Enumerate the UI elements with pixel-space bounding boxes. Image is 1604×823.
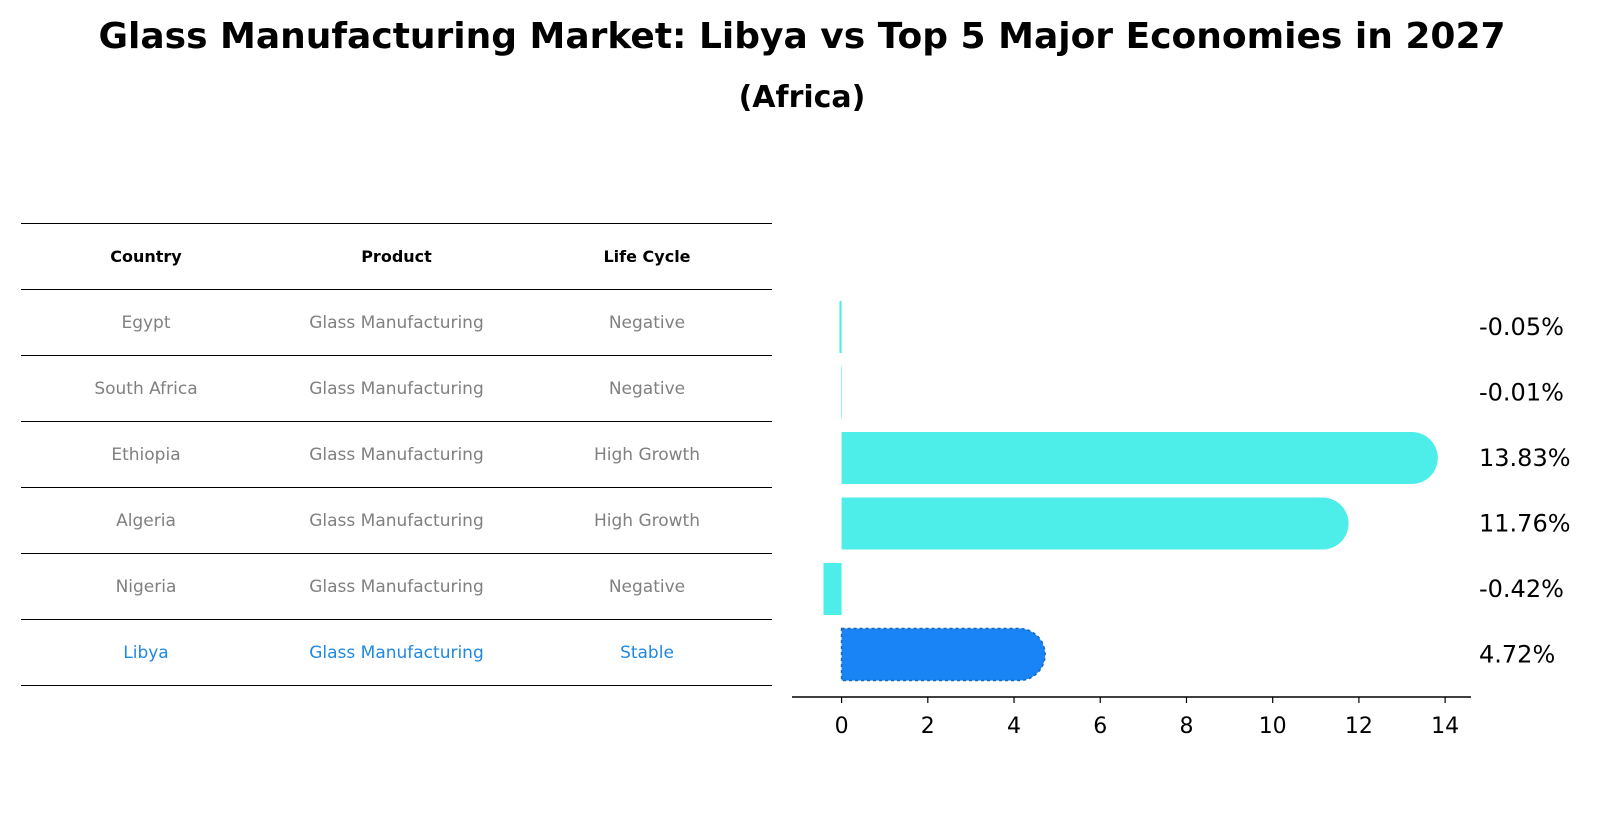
x-tick-label: 14 <box>1431 714 1459 739</box>
cell-life-cycle: Negative <box>522 553 772 620</box>
x-tick-label: 0 <box>835 714 849 739</box>
table-header-row: Country Product Life Cycle <box>21 223 772 290</box>
cell-country: South Africa <box>21 355 271 422</box>
table-row: Egypt Glass Manufacturing Negative <box>21 289 772 356</box>
cell-life-cycle: High Growth <box>522 421 772 488</box>
cell-product: Glass Manufacturing <box>271 421 522 488</box>
cell-country: Algeria <box>21 487 271 554</box>
chart-title: Glass Manufacturing Market: Libya vs Top… <box>98 16 1506 57</box>
bar-egypt <box>839 301 842 353</box>
cell-product: Glass Manufacturing <box>271 355 522 422</box>
x-tick-label: 8 <box>1179 714 1193 739</box>
table-row-highlight: Libya Glass Manufacturing Stable <box>21 619 772 686</box>
value-label-egypt: -0.05% <box>1479 313 1564 341</box>
cell-life-cycle: Negative <box>522 289 772 356</box>
cell-product: Glass Manufacturing <box>271 487 522 554</box>
bar-algeria <box>841 497 1349 550</box>
header-life-cycle: Life Cycle <box>522 223 772 290</box>
cell-life-cycle: Negative <box>522 355 772 422</box>
value-label-nigeria: -0.42% <box>1479 575 1564 603</box>
chart-subtitle: (Africa) <box>738 80 866 115</box>
bar-nigeria <box>823 563 842 615</box>
x-tick-label: 12 <box>1345 714 1373 739</box>
cell-country: Ethiopia <box>21 421 271 488</box>
table-row: South Africa Glass Manufacturing Negativ… <box>21 355 772 422</box>
value-label-algeria: 11.76% <box>1479 510 1571 538</box>
cell-life-cycle: High Growth <box>522 487 772 554</box>
cell-country: Nigeria <box>21 553 271 620</box>
cell-country: Egypt <box>21 289 271 356</box>
cell-country: Libya <box>21 619 271 686</box>
cell-life-cycle: Stable <box>522 619 772 686</box>
value-label-ethiopia: 13.83% <box>1479 444 1571 472</box>
value-label-libya: 4.72% <box>1479 641 1555 669</box>
x-tick-label: 2 <box>921 714 935 739</box>
data-table: Country Product Life Cycle Egypt Glass M… <box>21 223 772 686</box>
bar-ethiopia <box>841 432 1438 484</box>
bar-libya <box>840 627 1046 682</box>
x-tick-label: 4 <box>1007 714 1021 739</box>
x-tick-label: 10 <box>1259 714 1287 739</box>
value-label-south-africa: -0.01% <box>1479 379 1564 407</box>
table-row: Nigeria Glass Manufacturing Negative <box>21 553 772 620</box>
bar-south-africa <box>841 366 842 419</box>
table-row: Ethiopia Glass Manufacturing High Growth <box>21 421 772 488</box>
cell-product: Glass Manufacturing <box>271 619 522 686</box>
table-row: Algeria Glass Manufacturing High Growth <box>21 487 772 554</box>
cell-product: Glass Manufacturing <box>271 289 522 356</box>
header-country: Country <box>21 223 271 290</box>
header-product: Product <box>271 223 522 290</box>
x-tick-label: 6 <box>1093 714 1107 739</box>
